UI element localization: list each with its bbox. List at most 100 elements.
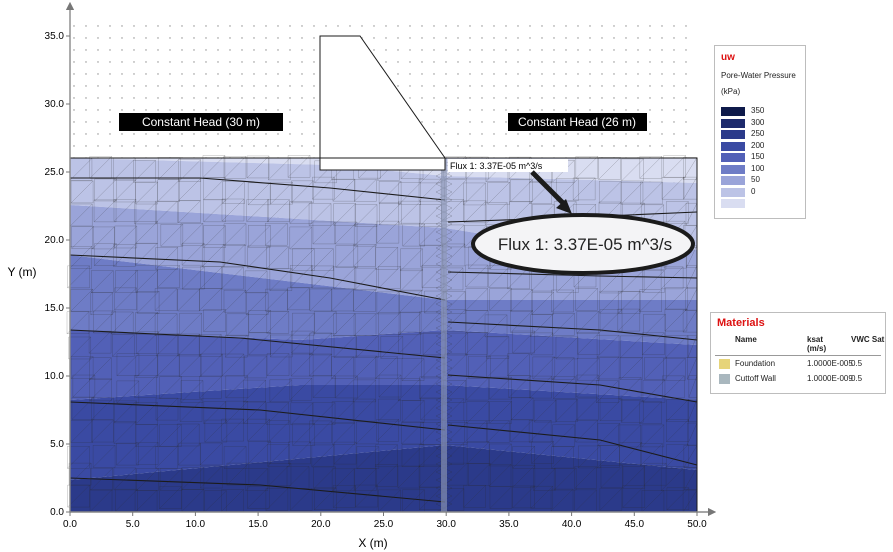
mesh-element xyxy=(199,376,223,399)
mesh-element xyxy=(92,226,115,250)
mesh-element xyxy=(617,291,641,314)
mesh-element xyxy=(244,355,268,379)
legend-label: 300 xyxy=(751,117,765,127)
mesh-element xyxy=(643,462,667,486)
mesh-element xyxy=(269,379,293,403)
mesh-element xyxy=(221,353,245,377)
mesh-element xyxy=(309,353,333,377)
x-tick-label: 20.0 xyxy=(311,519,331,530)
right-head-label: Constant Head (26 m) xyxy=(518,115,636,129)
mesh-element xyxy=(331,401,355,425)
mesh-element xyxy=(155,445,179,469)
mesh-element xyxy=(312,176,335,200)
cutoff-wall xyxy=(441,158,447,512)
mesh-element xyxy=(204,419,228,443)
mesh-element xyxy=(70,180,94,204)
mesh-element xyxy=(160,224,184,247)
x-tick-label: 5.0 xyxy=(126,519,140,530)
mesh-element xyxy=(70,420,94,444)
mesh-element xyxy=(199,288,222,312)
mesh-element xyxy=(292,248,315,272)
mesh-element xyxy=(596,334,620,358)
x-tick-label: 40.0 xyxy=(562,519,582,530)
y-tick-label: 10.0 xyxy=(45,371,65,382)
y-tick-label: 0.0 xyxy=(50,507,64,518)
mesh-element xyxy=(575,156,599,180)
mesh-element xyxy=(200,353,224,377)
mesh-element xyxy=(88,330,112,354)
materials-rows: Foundation 1.0000E-005 0.5 Cuttoff Wall 1.00… xyxy=(711,357,885,391)
mesh-element xyxy=(72,374,96,398)
mesh-element xyxy=(575,419,599,443)
mesh-element xyxy=(639,289,663,313)
mesh-element xyxy=(331,288,355,312)
mesh-element xyxy=(292,312,316,336)
mesh-element xyxy=(666,444,689,468)
legend-label: 100 xyxy=(751,163,765,173)
x-tick-label: 45.0 xyxy=(625,519,645,530)
mesh-element xyxy=(489,443,513,467)
mesh-element xyxy=(157,353,180,377)
legend-swatch xyxy=(721,107,745,116)
mesh-element xyxy=(335,245,359,269)
material-name: Foundation xyxy=(735,359,776,368)
mesh-element xyxy=(203,199,227,223)
mesh-element xyxy=(225,375,249,399)
mesh-element xyxy=(309,288,333,312)
mesh-element xyxy=(620,399,644,423)
mesh-element xyxy=(512,330,536,354)
mesh-element xyxy=(176,423,200,447)
mesh-element xyxy=(224,334,248,358)
mesh-element xyxy=(90,292,114,316)
mesh-element xyxy=(93,199,117,223)
mesh-element xyxy=(135,181,159,205)
mesh-element xyxy=(287,287,311,311)
mesh-element xyxy=(333,266,357,290)
mesh-element xyxy=(155,397,179,421)
mesh-element xyxy=(247,182,271,206)
legend-swatch xyxy=(721,130,745,139)
mesh-element xyxy=(226,313,250,337)
mesh-element xyxy=(665,335,689,359)
mesh-element xyxy=(664,308,688,332)
mesh-element xyxy=(375,356,399,380)
mesh-element xyxy=(267,444,291,467)
mesh-element xyxy=(265,488,289,512)
materials-divider xyxy=(715,355,881,356)
mesh-element xyxy=(666,399,690,423)
mesh-element xyxy=(179,399,203,423)
legend-label: 250 xyxy=(751,129,765,138)
mesh-element xyxy=(113,244,137,267)
y-tick-label: 30.0 xyxy=(45,99,65,110)
mesh-element xyxy=(551,289,575,313)
mesh-element xyxy=(572,177,596,201)
mesh-element xyxy=(378,266,402,289)
mesh-element xyxy=(662,375,685,399)
mesh-element xyxy=(552,424,576,448)
flux-arrowhead xyxy=(556,199,572,214)
mesh-element xyxy=(313,466,337,490)
mesh-element xyxy=(290,330,314,354)
mesh-element xyxy=(640,443,663,467)
legend-swatch xyxy=(721,118,745,128)
mesh-element xyxy=(401,444,425,468)
mesh-element xyxy=(468,463,491,486)
mesh-element xyxy=(178,354,202,378)
mesh-element xyxy=(157,179,181,203)
mesh-element xyxy=(289,265,313,288)
mesh-element xyxy=(158,157,182,181)
x-tick-label: 35.0 xyxy=(499,519,519,530)
mesh-element xyxy=(642,270,666,294)
mesh-element xyxy=(133,160,157,183)
mesh-element xyxy=(201,244,225,268)
mesh-element xyxy=(463,485,487,508)
mesh-element xyxy=(353,379,377,403)
material-vwc: 0.5 xyxy=(851,374,863,383)
mesh-element xyxy=(248,440,272,464)
x-tick-label: 15.0 xyxy=(248,519,268,530)
mesh-element xyxy=(114,287,138,311)
mesh-element xyxy=(642,379,666,403)
mesh-element xyxy=(135,221,159,245)
mesh-element xyxy=(333,313,356,337)
mesh-element xyxy=(660,266,684,290)
